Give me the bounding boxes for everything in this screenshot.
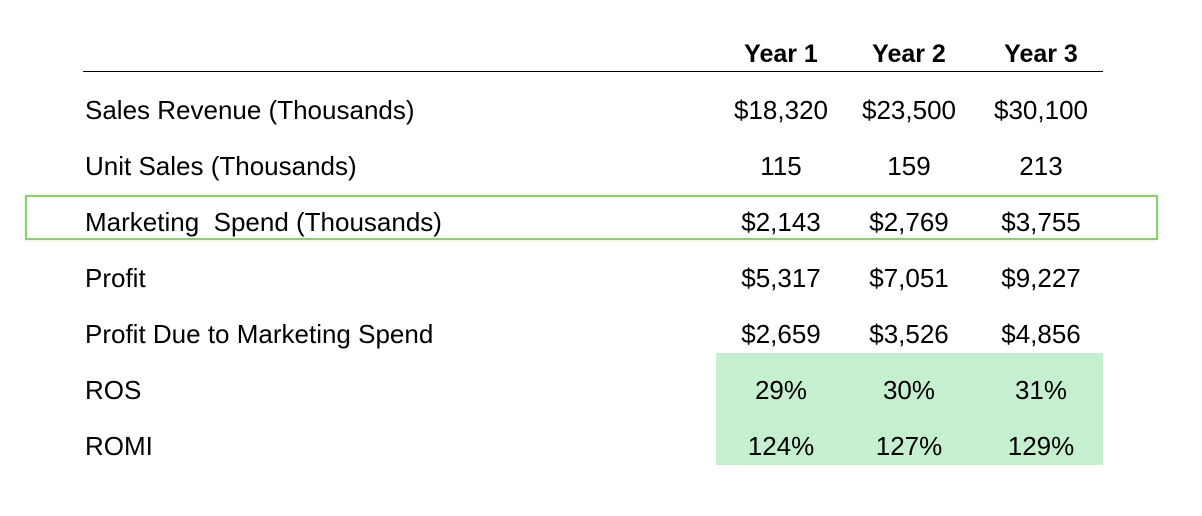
table-row-profit: Profit $5,317 $7,051 $9,227 (0, 250, 1202, 306)
table-row-marketing-spend: Marketing Spend (Thousands) $2,143 $2,76… (0, 194, 1202, 250)
row-label: ROS (85, 375, 142, 405)
table-cell: 124% (747, 431, 815, 461)
table-row-ros: ROS 29% 30% 31% (0, 362, 1202, 418)
table-cell: $3,526 (869, 319, 949, 349)
table-cell: $2,659 (741, 319, 821, 349)
table-cell: $5,317 (741, 263, 821, 293)
table-cell: $18,320 (734, 95, 828, 125)
table-cell: 29% (754, 375, 808, 405)
table-cell: $30,100 (994, 95, 1088, 125)
table-cell: 129% (1007, 431, 1075, 461)
table-cell: 115 (760, 151, 802, 181)
table-cell: $9,227 (1001, 263, 1081, 293)
row-label: Sales Revenue (Thousands) (85, 95, 415, 125)
table-row-sales-revenue: Sales Revenue (Thousands) $18,320 $23,50… (0, 82, 1202, 138)
row-label: Marketing Spend (Thousands) (85, 207, 442, 237)
row-label: Profit (85, 263, 146, 293)
row-label: Profit Due to Marketing Spend (85, 319, 434, 349)
table-cell: $3,755 (1001, 207, 1081, 237)
table-cell: 159 (887, 151, 931, 181)
table-cell: 213 (1019, 151, 1063, 181)
table-cell: $4,856 (1001, 319, 1081, 349)
ros-romi-highlight-fill (716, 353, 1103, 465)
table-cell: $7,051 (869, 263, 949, 293)
table-row-unit-sales: Unit Sales (Thousands) 115 159 213 (0, 138, 1202, 194)
table-cell: 31% (1014, 375, 1068, 405)
table-cell: 30% (882, 375, 936, 405)
row-label: Unit Sales (Thousands) (85, 151, 357, 181)
table-cell: $2,143 (741, 207, 821, 237)
table-cell: $2,769 (869, 207, 949, 237)
table-cell: $23,500 (862, 95, 956, 125)
header-divider (83, 71, 1103, 72)
column-header-year-1: Year 1 (744, 40, 818, 68)
table-row-romi: ROMI 124% 127% 129% (0, 418, 1202, 474)
table-header-row: Year 1 Year 2 Year 3 (0, 34, 1202, 74)
row-label: ROMI (85, 431, 153, 461)
table-cell: 127% (875, 431, 943, 461)
column-header-year-2: Year 2 (872, 40, 946, 68)
table-row-profit-due-to-marketing: Profit Due to Marketing Spend $2,659 $3,… (0, 306, 1202, 362)
column-header-year-3: Year 3 (1004, 40, 1078, 68)
